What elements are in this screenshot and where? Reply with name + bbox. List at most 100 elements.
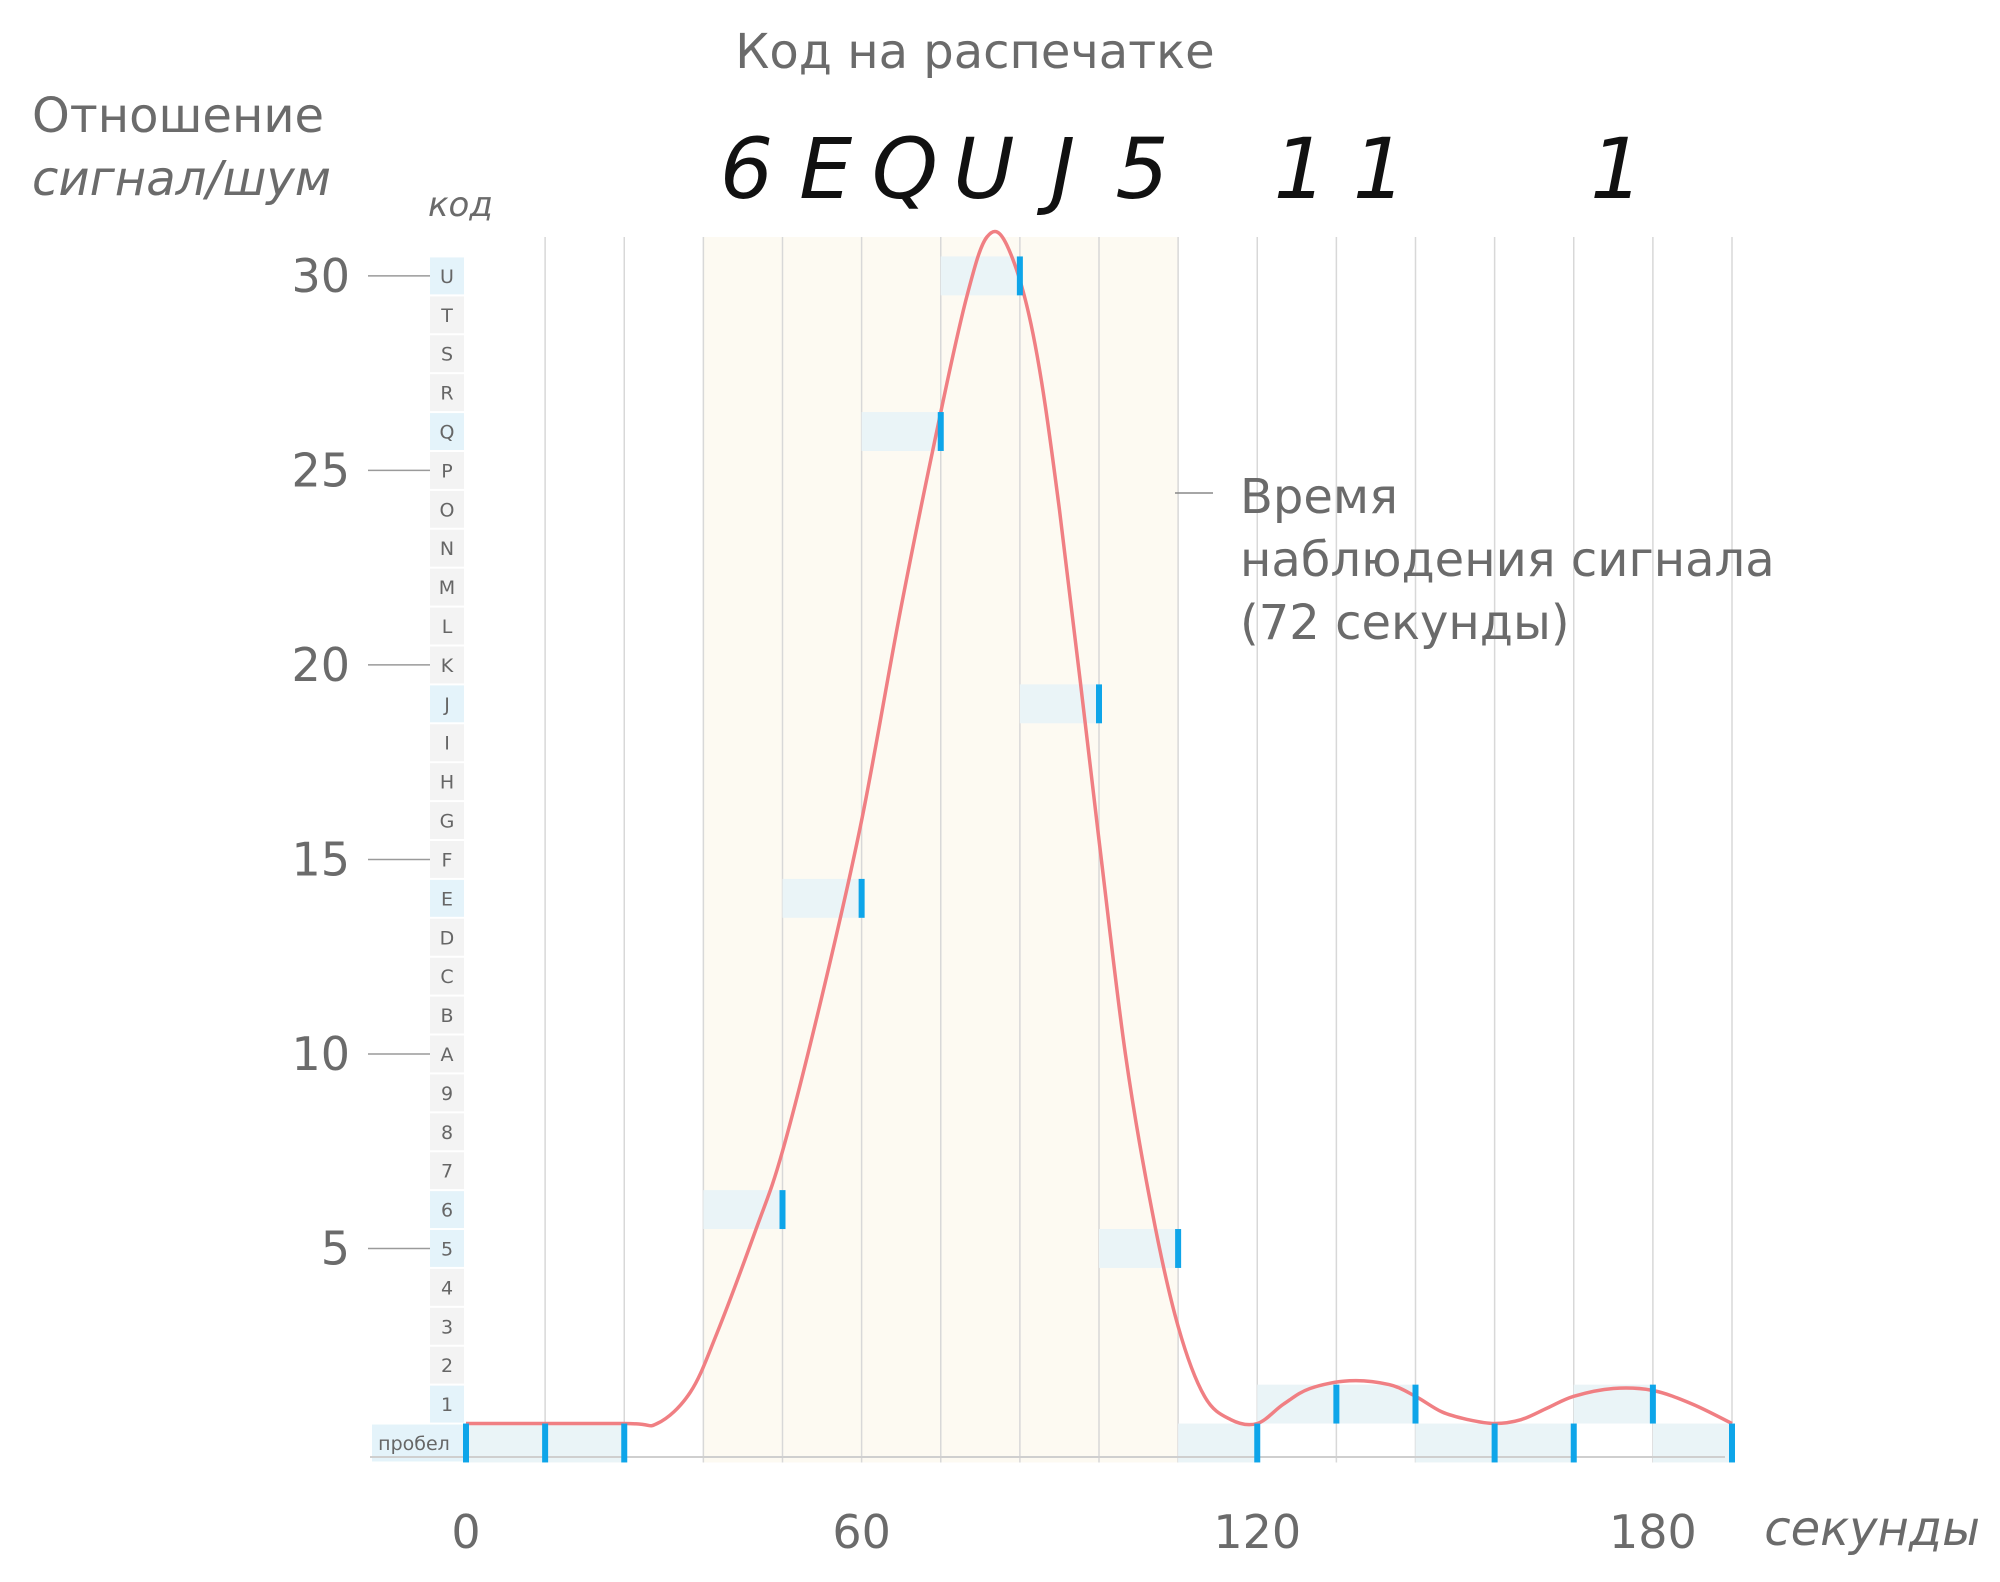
sample-marker-11 [1491, 1423, 1498, 1463]
sample-marker-12 [1570, 1423, 1577, 1463]
y-tick-label-30: 30 [291, 249, 350, 303]
code-cell-label-17: H [440, 772, 454, 794]
printed-code-3: U [953, 120, 1014, 218]
code-cell-2 [430, 1346, 464, 1384]
code-cell-3 [430, 1307, 464, 1345]
sample-marker-5 [1016, 256, 1023, 296]
sample-marker-9 [1333, 1384, 1340, 1424]
sample-bar-8 [1178, 1423, 1258, 1463]
code-cell-label-21: L [442, 616, 453, 638]
code-cell-label-9: 9 [441, 1083, 453, 1105]
code-cell-0 [372, 1424, 464, 1462]
y-axis-label-line1: Отношение [32, 88, 324, 144]
sample-marker-1 [621, 1423, 628, 1463]
y-tick-label-20: 20 [291, 638, 350, 692]
code-cell-7 [430, 1152, 464, 1190]
code-cell-6 [430, 1191, 464, 1229]
code-cell-16 [430, 802, 464, 839]
code-cell-label-16: G [440, 811, 455, 833]
sample-bar-1 [545, 1423, 625, 1463]
code-cell-21 [430, 607, 464, 645]
gridlines [544, 237, 1733, 1463]
x-tick-label-60: 60 [832, 1505, 891, 1559]
code-cell-5 [430, 1230, 464, 1267]
code-cell-28 [430, 335, 464, 373]
sample-marker-6 [1096, 684, 1102, 724]
code-cell-label-19: J [443, 694, 450, 716]
code-cell-29 [430, 296, 464, 334]
code-cell-label-1: 1 [441, 1394, 453, 1416]
y-axis-label-line2: сигнал/шум [32, 151, 331, 207]
code-cell-label-29: T [440, 305, 453, 327]
code-cell-label-26: Q [440, 422, 455, 444]
code-cell-25 [430, 451, 464, 489]
code-cell-label-4: 4 [441, 1277, 453, 1299]
y-tick-label-5: 5 [321, 1221, 350, 1275]
y-tick-label-25: 25 [291, 443, 350, 497]
y-axis-ticks: 5 10 15 20 25 30 [291, 249, 430, 1275]
code-cell-label-3: 3 [441, 1316, 453, 1338]
code-cell-label-7: 7 [441, 1161, 453, 1183]
code-cell-20 [430, 646, 464, 684]
sample-bar-4 [861, 412, 941, 451]
code-cell-1 [430, 1385, 464, 1423]
code-cell-label-18: I [444, 733, 450, 755]
x-tick-label-120: 120 [1213, 1505, 1301, 1559]
code-cell-13 [430, 918, 464, 956]
code-cell-label-14: E [441, 888, 453, 910]
sample-bar-3 [782, 878, 862, 918]
code-column-label: код [428, 185, 493, 225]
code-cell-18 [430, 724, 464, 762]
printed-code-7: 1 [1353, 120, 1406, 218]
sample-marker-start [463, 1423, 469, 1463]
code-cell-label-2: 2 [441, 1355, 453, 1377]
code-cell-label-30: U [440, 266, 454, 288]
code-cell-10 [430, 1035, 464, 1073]
sample-marker-14 [1729, 1423, 1735, 1463]
sample-bar-11 [1415, 1423, 1495, 1463]
code-cell-22 [430, 568, 464, 606]
x-tick-label-180: 180 [1609, 1505, 1697, 1559]
code-cell-30 [430, 257, 464, 295]
annotation-line3: (72 секунды) [1240, 595, 1570, 651]
code-cell-label-5: 5 [441, 1238, 453, 1260]
printed-code-0: 6 [720, 120, 773, 218]
printed-code-5: 5 [1115, 120, 1168, 218]
code-cell-8 [430, 1113, 464, 1151]
printed-code-2: Q [872, 120, 938, 218]
code-cell-label-13: D [440, 927, 455, 949]
code-cell-label-24: O [440, 499, 455, 521]
printed-code-4: J [1037, 120, 1076, 218]
sample-bar-5 [940, 256, 1020, 296]
code-cell-19 [430, 685, 464, 723]
annotation-line1: Время [1240, 469, 1398, 525]
code-cell-label-10: A [441, 1044, 454, 1066]
printed-code-6: 1 [1274, 120, 1327, 218]
code-cell-label-23: N [440, 538, 454, 560]
code-cell-23 [430, 529, 464, 567]
x-tick-label-0: 0 [451, 1505, 480, 1559]
code-cell-label-22: M [439, 577, 455, 599]
code-cell-9 [430, 1074, 464, 1112]
y-tick-label-15: 15 [291, 832, 350, 886]
code-cell-27 [430, 374, 464, 412]
sample-marker-7 [1175, 1229, 1182, 1268]
sample-marker-0 [542, 1423, 549, 1463]
code-cell-14 [430, 879, 464, 917]
y-tick-label-10: 10 [291, 1027, 350, 1081]
sample-bar-12 [1494, 1423, 1574, 1463]
code-cell-15 [430, 841, 464, 878]
code-cell-label-25: P [441, 460, 452, 482]
code-cell-label-0: пробел [378, 1433, 450, 1455]
sample-marker-2 [779, 1190, 786, 1230]
printed-code-8: 1 [1590, 120, 1643, 218]
sample-marker-4 [937, 412, 944, 451]
sample-bar-7 [1099, 1229, 1179, 1268]
x-axis-label: секунды [1764, 1501, 1980, 1557]
printed-code-1: E [799, 120, 852, 218]
code-cell-12 [430, 957, 464, 995]
code-cell-label-12: C [440, 966, 453, 988]
code-cell-label-15: F [442, 849, 453, 871]
